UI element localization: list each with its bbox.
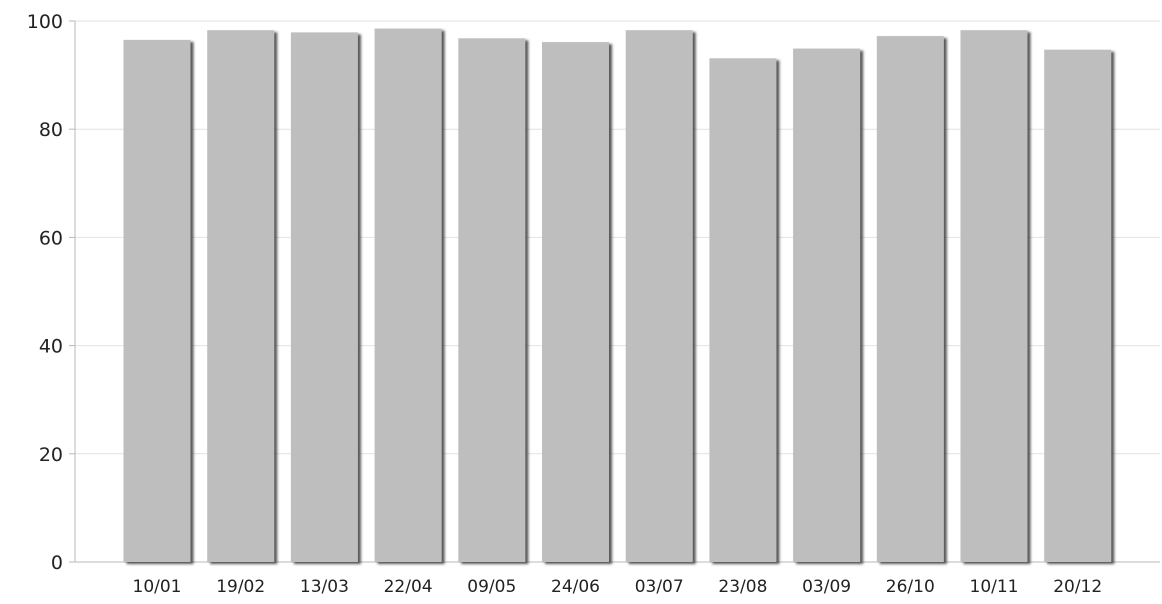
y-axis-ticks: 0 20 40 60 80 100 [27,11,75,574]
x-tick-label: 10/01 [133,577,182,597]
bar-13-03 [290,32,358,562]
bar-24-06 [542,42,609,563]
x-tick-label: 19/02 [216,577,265,597]
bar-26-10 [876,36,944,563]
x-tick-label: 03/07 [635,577,684,597]
x-tick-label: 22/04 [384,577,433,597]
bar-22-04 [374,28,442,563]
x-tick-label: 09/05 [467,577,516,597]
y-tick-label: 40 [39,336,63,358]
x-tick-label: 13/03 [300,577,349,597]
bar-10-11 [960,30,1028,562]
y-tick-label: 100 [27,11,63,33]
bar-20-12 [1044,49,1112,562]
x-tick-label: 20/12 [1053,577,1102,597]
bar-09-05 [458,38,526,563]
y-tick-label: 20 [39,444,63,466]
y-tick-label: 80 [39,119,63,141]
x-tick-label: 10/11 [970,577,1019,597]
x-tick-label: 24/06 [551,577,600,597]
x-axis-ticks: 10/01 19/02 13/03 22/04 09/05 24/06 03/07 23/08… [133,577,1103,597]
bars [123,28,1112,563]
x-tick-label: 26/10 [886,577,935,597]
bar-19-02 [207,30,275,562]
y-tick-label: 0 [51,552,63,574]
x-tick-label: 23/08 [718,577,767,597]
bar-10-01 [123,39,191,562]
bar-23-08 [709,58,777,563]
bar-03-09 [793,48,861,563]
bar-03-07 [625,30,693,562]
x-tick-label: 03/09 [802,577,851,597]
y-tick-label: 60 [39,227,63,249]
